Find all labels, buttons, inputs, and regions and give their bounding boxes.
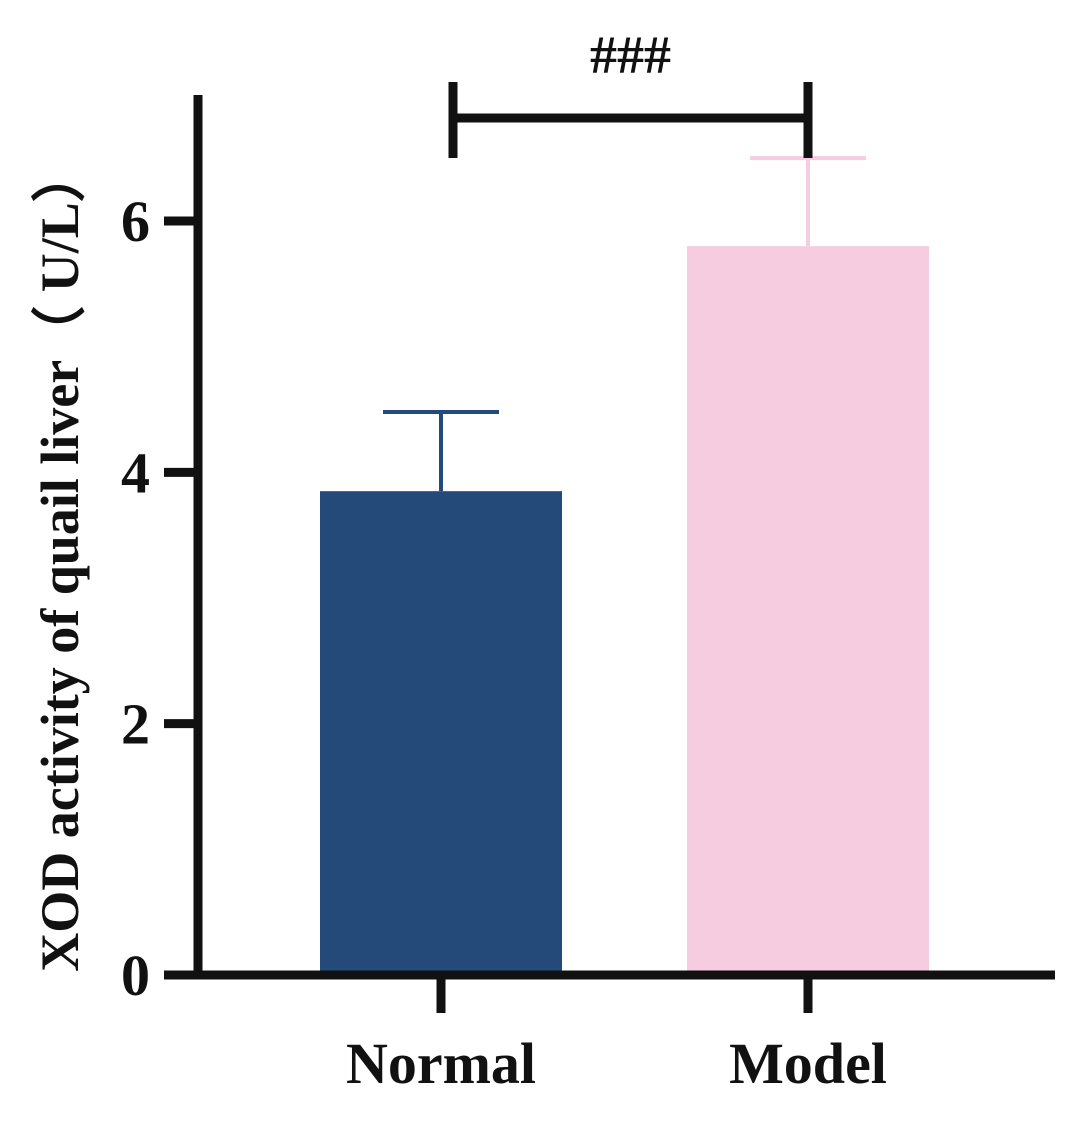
error-bars-layer bbox=[383, 156, 866, 492]
y-tick-label: 6 bbox=[121, 189, 150, 254]
y-tick-label: 2 bbox=[121, 692, 150, 757]
bar-normal bbox=[320, 491, 562, 975]
bars-layer bbox=[320, 246, 929, 976]
x-tick-label: Model bbox=[729, 1031, 887, 1096]
y-tick-label: 0 bbox=[121, 943, 150, 1008]
y-ticks: 0 2 4 6 bbox=[121, 189, 198, 1008]
y-axis-label: XOD activity of quail liver（ U/L） bbox=[30, 148, 90, 971]
significance-bracket: ### bbox=[448, 25, 813, 158]
y-tick-label: 4 bbox=[121, 440, 150, 505]
x-ticks: Normal Model bbox=[346, 975, 887, 1096]
x-tick-label: Normal bbox=[346, 1031, 536, 1096]
bar-model bbox=[687, 246, 929, 976]
significance-label: ### bbox=[590, 25, 671, 85]
